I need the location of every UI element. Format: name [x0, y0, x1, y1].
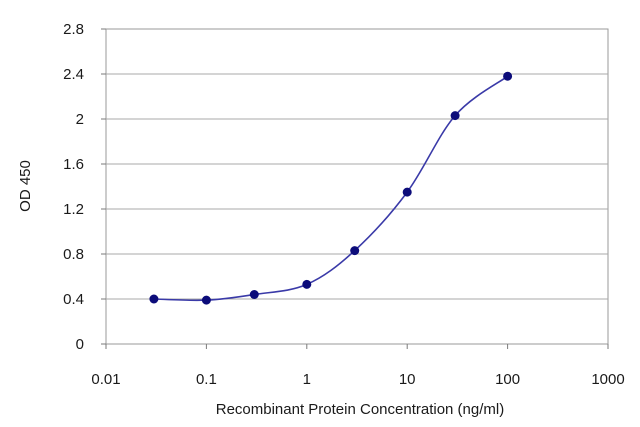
data-point	[450, 111, 460, 121]
y-tick-label: 2	[76, 111, 84, 128]
x-tick-label: 1000	[591, 371, 624, 388]
data-point	[503, 71, 513, 81]
y-tick-label: 1.6	[63, 156, 84, 173]
data-point	[402, 187, 412, 197]
y-tick-label: 0.4	[63, 291, 84, 308]
data-point	[149, 294, 159, 304]
data-point	[201, 295, 211, 305]
data-point	[350, 246, 360, 256]
y-tick-labels: 0 0.4 0.8 1.2 1.6 2 2.4 2.8	[63, 21, 84, 353]
y-tick-label: 0.8	[63, 246, 84, 263]
x-tick-label: 100	[495, 371, 520, 388]
x-tick-label: 10	[399, 371, 416, 388]
x-tick-labels: 0.01 0.1 1 10 100 1000	[91, 371, 624, 388]
y-tick-label: 2.4	[63, 66, 84, 83]
data-points	[149, 71, 513, 305]
y-tick-label: 0	[76, 336, 84, 353]
x-axis-title: Recombinant Protein Concentration (ng/ml…	[216, 401, 504, 418]
data-point	[302, 279, 312, 289]
data-point	[249, 290, 259, 299]
y-tick-label: 1.2	[63, 201, 84, 218]
x-tick-label: 0.1	[196, 371, 217, 388]
grid-lines	[101, 28, 609, 349]
plot-area	[105, 28, 609, 345]
y-axis-title: OD 450	[17, 160, 34, 212]
y-tick-label: 2.8	[63, 21, 84, 38]
x-tick-label: 0.01	[91, 371, 120, 388]
x-tick-label: 1	[303, 371, 311, 388]
